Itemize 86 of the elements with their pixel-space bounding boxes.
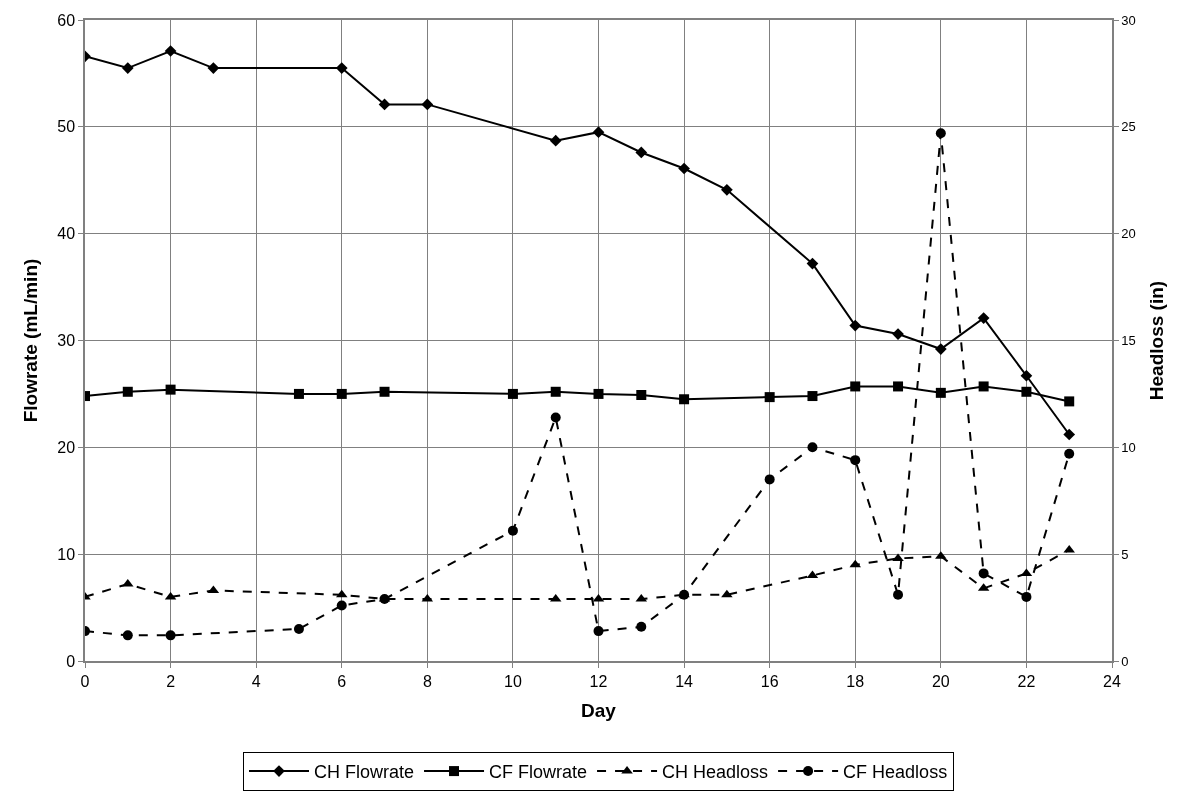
x-tick-label: 22 xyxy=(1017,672,1036,690)
point xyxy=(1020,369,1033,382)
point xyxy=(636,389,647,400)
point xyxy=(764,392,775,403)
y-tick-label: 30 xyxy=(57,332,76,350)
y2-tick-label: 30 xyxy=(1121,12,1136,28)
point xyxy=(421,98,434,111)
point xyxy=(165,630,176,641)
y2-axis-title: Headloss (in) xyxy=(1146,280,1168,401)
x-axis-title: Day xyxy=(581,700,617,722)
point xyxy=(977,312,990,324)
point xyxy=(121,62,134,74)
point xyxy=(978,568,989,579)
point xyxy=(935,128,946,139)
point xyxy=(934,343,947,355)
x-tick-label: 24 xyxy=(1103,672,1121,690)
point xyxy=(379,386,390,397)
point xyxy=(935,387,946,398)
y2-tick-label: 15 xyxy=(1121,333,1136,349)
point xyxy=(764,474,775,485)
x-tick-label: 12 xyxy=(589,672,608,690)
point xyxy=(893,381,904,392)
x-tick-label: 16 xyxy=(760,672,779,690)
y2-tick-label: 10 xyxy=(1121,439,1136,455)
point xyxy=(807,442,818,453)
point xyxy=(549,134,562,147)
y2-tick-label: 5 xyxy=(1121,546,1129,562)
legend-label: CH Headloss xyxy=(662,762,769,783)
x-tick-label: 6 xyxy=(337,672,347,690)
legend-label: CF Flowrate xyxy=(489,762,588,783)
point xyxy=(849,319,862,332)
point xyxy=(293,623,304,634)
point xyxy=(336,600,347,611)
point xyxy=(850,381,861,392)
y2-tick-label: 0 xyxy=(1121,653,1129,669)
point xyxy=(807,391,818,402)
point xyxy=(593,388,604,399)
point xyxy=(850,455,861,466)
legend-label: CF Headloss xyxy=(843,762,948,783)
point xyxy=(592,126,605,139)
point xyxy=(550,386,561,397)
point xyxy=(293,388,304,399)
y-tick-label: 20 xyxy=(57,438,76,456)
point xyxy=(721,589,733,598)
point xyxy=(679,394,690,405)
y-tick-label: 10 xyxy=(57,545,76,563)
point xyxy=(1064,448,1075,459)
x-tick-label: 4 xyxy=(251,672,261,690)
y2-tick-label: 25 xyxy=(1121,119,1136,135)
point xyxy=(721,184,733,196)
x-tick-label: 14 xyxy=(675,672,694,690)
point xyxy=(378,98,391,111)
y-axis-title: Flowrate (mL/min) xyxy=(19,258,41,423)
point xyxy=(635,146,648,159)
x-tick-label: 8 xyxy=(422,672,432,690)
point xyxy=(336,388,347,399)
point xyxy=(122,386,133,397)
x-tick-label: 18 xyxy=(846,672,865,690)
point xyxy=(550,412,561,423)
point xyxy=(207,62,220,74)
x-tick-label: 2 xyxy=(166,672,176,690)
point xyxy=(165,384,176,395)
y-tick-label: 60 xyxy=(57,11,76,29)
point xyxy=(1064,396,1075,407)
point xyxy=(122,630,133,641)
y-tick-label: 40 xyxy=(57,225,76,243)
point xyxy=(507,525,518,536)
point xyxy=(507,388,518,399)
y2-tick-label: 20 xyxy=(1121,226,1136,242)
point xyxy=(636,621,647,632)
x-tick-label: 20 xyxy=(931,672,950,690)
point xyxy=(593,626,604,637)
y-tick-label: 50 xyxy=(57,118,76,136)
point xyxy=(678,162,690,175)
point xyxy=(1063,428,1076,441)
y-tick-label: 0 xyxy=(66,652,76,670)
point xyxy=(978,381,989,392)
legend-label: CH Flowrate xyxy=(314,762,415,783)
x-tick-label: 10 xyxy=(504,672,522,690)
point xyxy=(806,257,819,270)
point xyxy=(1063,544,1075,553)
point xyxy=(893,589,904,600)
point xyxy=(1021,591,1032,602)
x-tick-label: 0 xyxy=(80,672,90,690)
point xyxy=(1021,386,1032,397)
point xyxy=(164,45,177,57)
